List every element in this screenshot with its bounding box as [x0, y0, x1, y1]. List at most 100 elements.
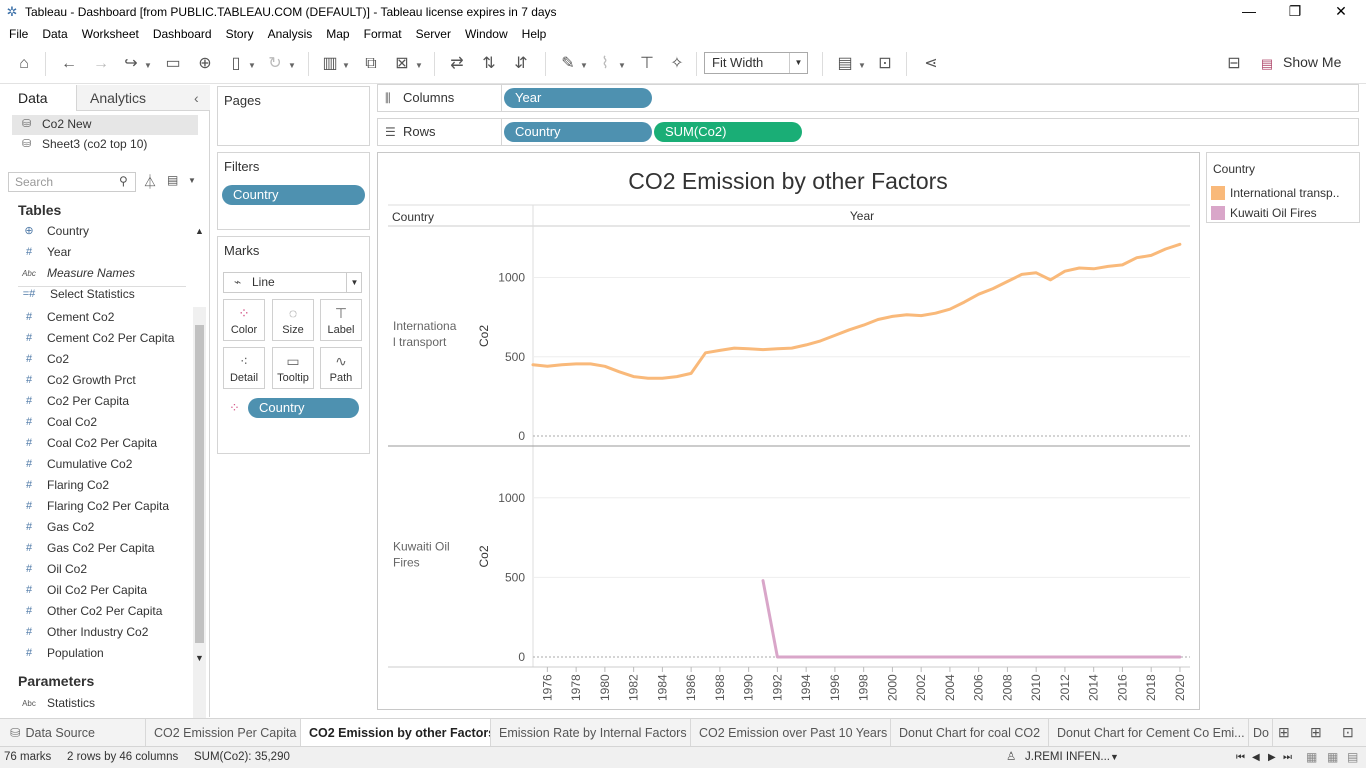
pause-updates-icon[interactable]: ▯	[231, 55, 241, 72]
show-mark-labels-icon[interactable]: ⊤	[640, 55, 654, 72]
field-co2[interactable]: # Co2	[18, 349, 186, 370]
rows-pill-sum-co2[interactable]: SUM(Co2)	[654, 122, 802, 142]
clear-sheet-icon[interactable]: ⊠	[395, 55, 409, 72]
sheet-tab-past-10-years[interactable]: CO2 Emission over Past 10 Years	[691, 719, 891, 747]
show-me-icon[interactable]: ▤	[1260, 56, 1274, 71]
marks-tooltip-button[interactable]: ▭ Tooltip	[272, 347, 314, 389]
menu-window[interactable]: Window	[464, 27, 508, 41]
refresh-dropdown-icon[interactable]: ▼	[288, 61, 296, 70]
legend-item-international-transport[interactable]: International transp..	[1211, 185, 1356, 201]
field-co2-per-capita[interactable]: # Co2 Per Capita	[18, 391, 186, 412]
restore-button[interactable]: ❐	[1288, 3, 1302, 19]
marks-detail-button[interactable]: ⁖ Detail	[223, 347, 265, 389]
prev-sheet-icon[interactable]: ◀	[1252, 752, 1260, 763]
field-flaring-co2-per-capita[interactable]: # Flaring Co2 Per Capita	[18, 496, 186, 517]
home-icon[interactable]: ⌂	[19, 55, 29, 72]
new-datasource-icon[interactable]: ⊕	[198, 55, 212, 72]
marks-color-button[interactable]: ⁘ Color	[223, 299, 265, 341]
sheet-tab-co2-per-capita[interactable]: CO2 Emission Per Capita	[146, 719, 301, 747]
view-options-icon[interactable]: ▤	[167, 173, 179, 187]
duplicate-sheet-icon[interactable]: ⧉	[365, 55, 377, 72]
field-oil-co2-per-capita[interactable]: # Oil Co2 Per Capita	[18, 580, 186, 601]
menu-story[interactable]: Story	[225, 27, 254, 41]
field-flaring-co2[interactable]: # Flaring Co2	[18, 475, 186, 496]
new-worksheet-icon[interactable]: ⊞	[1278, 724, 1290, 740]
clear-dropdown-icon[interactable]: ▼	[415, 61, 423, 70]
menu-dashboard[interactable]: Dashboard	[152, 27, 212, 41]
new-sheet-icon[interactable]: ▥	[322, 55, 338, 72]
scroll-down-icon[interactable]: ▼	[195, 653, 204, 663]
close-button[interactable]: ✕	[1335, 3, 1347, 19]
group-members-icon[interactable]: ⌇	[601, 55, 609, 72]
new-dashboard-icon[interactable]: ⊞	[1310, 724, 1322, 740]
datasource-co2-new[interactable]: ⛁ Co2 New	[12, 115, 198, 134]
highlight-icon[interactable]: ✎	[561, 55, 575, 72]
field-gas-co2[interactable]: # Gas Co2	[18, 517, 186, 538]
sheet-tab-donut-coal[interactable]: Donut Chart for coal CO2	[891, 719, 1049, 747]
swap-rows-columns-icon[interactable]: ⇄	[450, 55, 464, 72]
menu-map[interactable]: Map	[326, 27, 350, 41]
field-population[interactable]: # Population	[18, 643, 186, 664]
replay-icon[interactable]: ↪	[124, 55, 138, 72]
menu-file[interactable]: File	[9, 27, 29, 41]
undo-icon[interactable]: ←	[61, 55, 77, 72]
rows-pill-country[interactable]: Country	[504, 122, 652, 142]
field-other-industry-co2[interactable]: # Other Industry Co2	[18, 622, 186, 643]
sort-ascending-icon[interactable]: ⇅	[482, 55, 496, 72]
field-gas-co2-per-capita[interactable]: # Gas Co2 Per Capita	[18, 538, 186, 559]
fix-axes-icon[interactable]: ✧	[670, 55, 684, 72]
sheet-tab-co2-other-factors[interactable]: CO2 Emission by other Factors	[301, 719, 491, 747]
field-co2-growth-prct[interactable]: # Co2 Growth Prct	[18, 370, 186, 391]
format-workbook-icon[interactable]: ⊟	[1227, 55, 1241, 72]
mark-type-select[interactable]: ⌁ Line ▼	[223, 272, 362, 293]
field-cement-co2[interactable]: # Cement Co2	[18, 307, 186, 328]
sheet-tab-emission-rate[interactable]: Emission Rate by Internal Factors	[491, 719, 691, 747]
new-sheet-dropdown-icon[interactable]: ▼	[342, 61, 350, 70]
field-other-co2-per-capita[interactable]: # Other Co2 Per Capita	[18, 601, 186, 622]
columns-pill-year[interactable]: Year	[504, 88, 652, 108]
tab-data[interactable]: Data	[0, 85, 76, 111]
data-source-tab[interactable]: ⛁ Data Source	[0, 719, 146, 747]
view-options-dropdown-icon[interactable]: ▼	[188, 176, 196, 185]
user-name[interactable]: J.REMI INFEN...	[1025, 751, 1110, 763]
parameter-statistics[interactable]: Abc Statistics	[18, 693, 186, 714]
menu-format[interactable]: Format	[363, 27, 402, 41]
tab-analytics[interactable]: Analytics	[90, 90, 147, 106]
show-sheet-sorter-icon[interactable]: ▦	[1327, 750, 1339, 764]
marks-label-button[interactable]: ⊤ Label	[320, 299, 362, 341]
share-icon[interactable]: ⋖	[924, 55, 938, 72]
field-coal-co2[interactable]: # Coal Co2	[18, 412, 186, 433]
marks-size-button[interactable]: ◌ Size	[272, 299, 314, 341]
search-input[interactable]: Search	[8, 172, 136, 192]
show-tabs-icon[interactable]: ▤	[1347, 750, 1359, 764]
fit-width-select[interactable]: Fit Width ▼	[704, 52, 808, 74]
field-coal-co2-per-capita[interactable]: # Coal Co2 Per Capita	[18, 433, 186, 454]
minimize-button[interactable]: —	[1242, 3, 1256, 19]
show-cards-dropdown-icon[interactable]: ▼	[858, 61, 866, 70]
next-sheet-icon[interactable]: ▶	[1268, 752, 1276, 763]
field-measure-names[interactable]: Abc Measure Names	[18, 263, 186, 284]
pause-dropdown-icon[interactable]: ▼	[248, 61, 256, 70]
highlight-dropdown-icon[interactable]: ▼	[580, 61, 588, 70]
redo-icon[interactable]: →	[93, 55, 109, 72]
scrollbar-thumb[interactable]	[195, 325, 204, 643]
line-chart[interactable]: CO2 Emission by other Factors Country Ye…	[378, 153, 1199, 709]
field-country[interactable]: ⊕ Country	[18, 221, 186, 242]
user-dropdown-icon[interactable]: ▼	[1110, 752, 1119, 762]
refresh-icon[interactable]: ↻	[268, 55, 282, 72]
field-cement-co2-per-capita[interactable]: # Cement Co2 Per Capita	[18, 328, 186, 349]
menu-server[interactable]: Server	[415, 27, 451, 41]
field-cumulative-co2[interactable]: # Cumulative Co2	[18, 454, 186, 475]
field-oil-co2[interactable]: # Oil Co2	[18, 559, 186, 580]
group-dropdown-icon[interactable]: ▼	[618, 61, 626, 70]
show-filmstrip-icon[interactable]: ▦	[1306, 750, 1318, 764]
menu-data[interactable]: Data	[42, 27, 68, 41]
field-select-statistics[interactable]: =# Select Statistics	[18, 284, 186, 305]
marks-path-button[interactable]: ∿ Path	[320, 347, 362, 389]
show-me-button[interactable]: Show Me	[1283, 54, 1342, 70]
pages-card[interactable]: Pages	[217, 86, 370, 146]
marks-pill-country[interactable]: Country	[248, 398, 359, 418]
save-icon[interactable]: ▭	[165, 55, 181, 72]
viz-area[interactable]: CO2 Emission by other Factors Country Ye…	[377, 152, 1200, 710]
filter-pill-country[interactable]: Country	[222, 185, 365, 205]
